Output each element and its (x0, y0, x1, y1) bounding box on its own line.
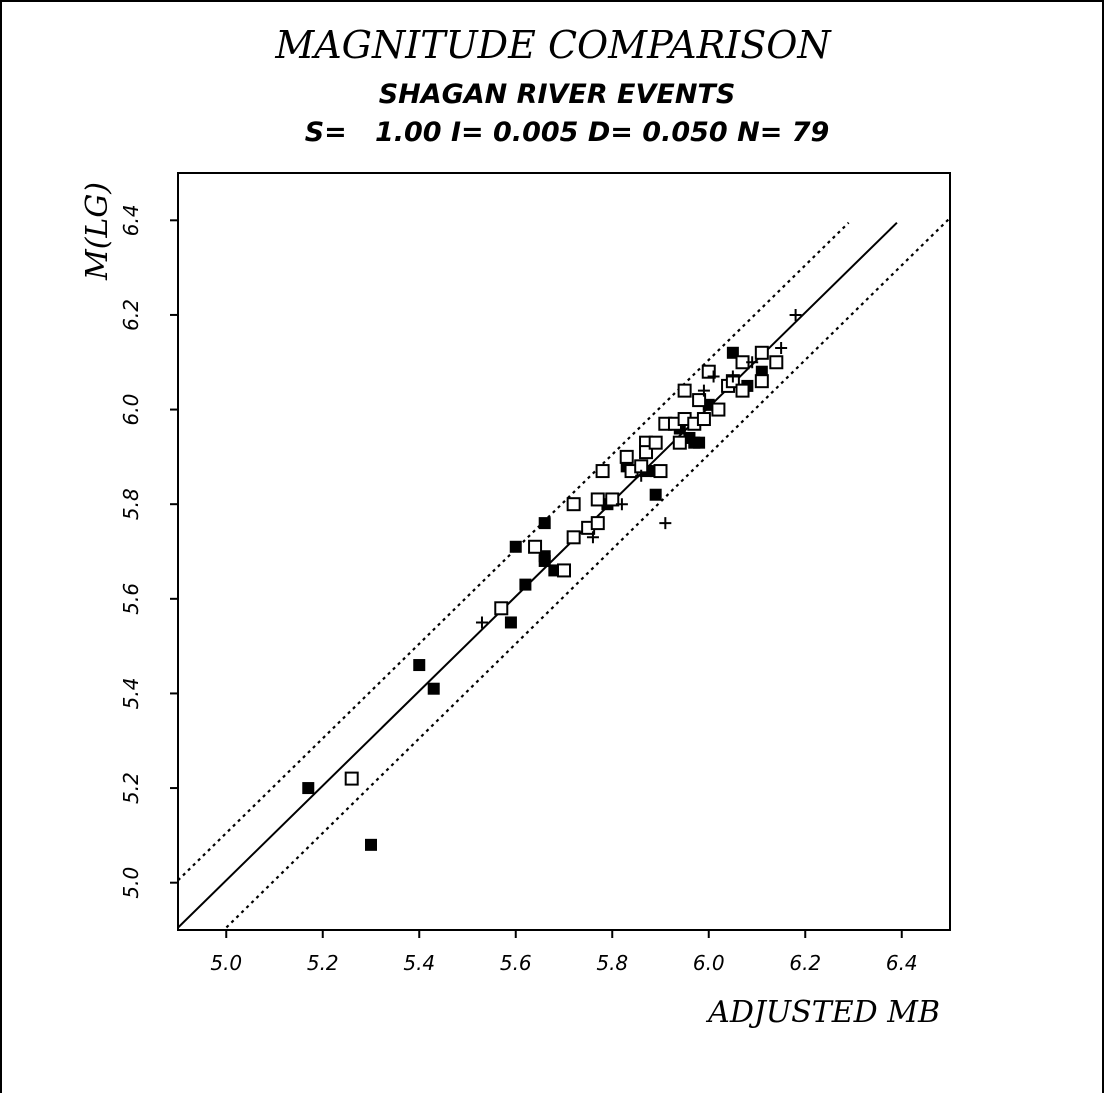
y-tick-label: 6.2 (119, 299, 143, 331)
filled-square-point (538, 554, 551, 567)
y-tick-label: 5.2 (119, 772, 143, 804)
plus-point (475, 616, 488, 629)
filled-square-point (413, 659, 426, 672)
plus-point (635, 469, 648, 482)
open-square-point (692, 393, 707, 408)
x-tick-label: 6.2 (789, 951, 821, 975)
filled-square-point (302, 782, 315, 795)
plus-point (726, 370, 739, 383)
open-square-point (754, 374, 769, 389)
open-square-point (648, 435, 663, 450)
open-square-point (528, 539, 543, 554)
open-square-point (653, 464, 668, 479)
chart-title: MAGNITUDE COMPARISON (274, 23, 832, 67)
fit-statistics: S= 1.00 I= 0.005 D= 0.050 N= 79 (305, 117, 830, 148)
open-square-point (619, 449, 634, 464)
chart-subtitle: SHAGAN RIVER EVENTS (379, 79, 736, 110)
plus-point (659, 517, 672, 530)
y-axis-label: M(LG) (80, 182, 115, 281)
fit-line (178, 221, 898, 929)
open-square-point (590, 492, 605, 507)
x-tick-label: 5.6 (500, 951, 532, 975)
filled-square-point (693, 436, 706, 449)
open-square-point (735, 383, 750, 398)
x-tick-label: 5.8 (596, 951, 628, 975)
x-tick-label: 5.2 (307, 951, 339, 975)
plus-point (697, 384, 710, 397)
lower-band-line (222, 217, 950, 930)
plus-point (746, 356, 759, 369)
open-square-point (566, 497, 581, 512)
filled-square-point (649, 488, 662, 501)
plus-point (789, 308, 802, 321)
plus-point (775, 342, 788, 355)
open-square-point (595, 464, 610, 479)
y-tick-label: 5.0 (119, 867, 143, 899)
open-square-point (677, 383, 692, 398)
filled-square-point (538, 517, 551, 530)
y-tick-label: 5.4 (119, 678, 143, 710)
plus-point (707, 370, 720, 383)
x-tick-label: 6.4 (886, 951, 918, 975)
open-square-point (696, 412, 711, 427)
open-square-point (590, 516, 605, 531)
filled-square-point (504, 616, 517, 629)
open-square-point (557, 563, 571, 578)
y-tick-label: 5.6 (119, 583, 143, 615)
open-square-point (754, 345, 769, 360)
filled-square-point (519, 578, 532, 591)
plus-point (586, 531, 599, 544)
open-square-point (672, 435, 687, 450)
open-square-point (769, 355, 784, 370)
y-tick-label: 6.4 (119, 204, 143, 236)
plot-area: 5.0 5.2 5.4 5.6 5.8 6.0 6.2 6.4 5.0 5.2 5.4 5.6 5.8 6… (119, 172, 951, 975)
open-square-point (494, 601, 509, 616)
open-square-point (605, 492, 620, 507)
open-square-point (701, 364, 716, 379)
y-tick-label: 5.8 (119, 488, 143, 520)
filled-square-point (365, 838, 377, 851)
plus-point (615, 498, 628, 511)
filled-square-point (509, 540, 522, 553)
plot-border (177, 172, 951, 931)
y-tick-label: 6.0 (119, 394, 143, 426)
x-axis-label: ADJUSTED MB (705, 995, 940, 1030)
open-square-point (711, 402, 726, 417)
x-tick-label: 5.0 (210, 951, 242, 975)
filled-square-point (427, 682, 440, 695)
x-tick-label: 5.4 (403, 951, 435, 975)
open-square-point (566, 530, 581, 545)
x-tick-label: 6.0 (693, 951, 725, 975)
open-square-point (344, 771, 359, 786)
